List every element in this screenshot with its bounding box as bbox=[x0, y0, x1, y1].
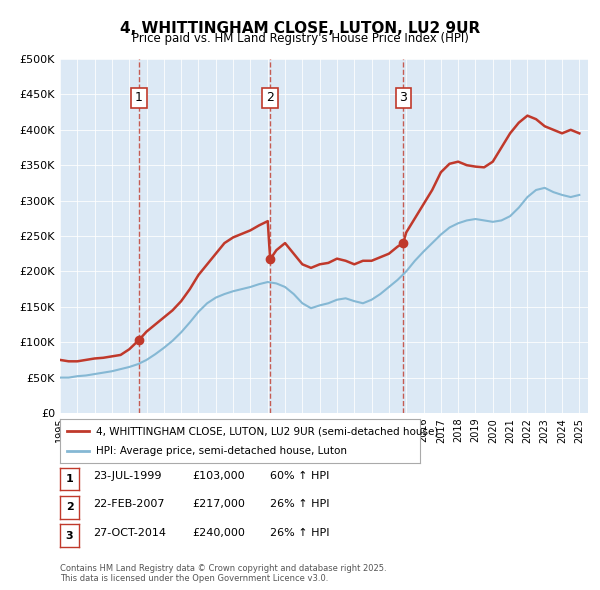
Text: £217,000: £217,000 bbox=[192, 500, 245, 509]
Text: 4, WHITTINGHAM CLOSE, LUTON, LU2 9UR: 4, WHITTINGHAM CLOSE, LUTON, LU2 9UR bbox=[120, 21, 480, 35]
Text: 4, WHITTINGHAM CLOSE, LUTON, LU2 9UR (semi-detached house): 4, WHITTINGHAM CLOSE, LUTON, LU2 9UR (se… bbox=[96, 427, 439, 436]
Text: Price paid vs. HM Land Registry's House Price Index (HPI): Price paid vs. HM Land Registry's House … bbox=[131, 32, 469, 45]
Text: 3: 3 bbox=[399, 91, 407, 104]
Text: 26% ↑ HPI: 26% ↑ HPI bbox=[270, 528, 329, 537]
Text: 2: 2 bbox=[66, 502, 73, 512]
Text: 60% ↑ HPI: 60% ↑ HPI bbox=[270, 471, 329, 481]
Text: 23-JUL-1999: 23-JUL-1999 bbox=[93, 471, 161, 481]
Text: 1: 1 bbox=[66, 474, 73, 484]
Text: 3: 3 bbox=[66, 530, 73, 540]
Text: 1: 1 bbox=[135, 91, 143, 104]
Text: HPI: Average price, semi-detached house, Luton: HPI: Average price, semi-detached house,… bbox=[96, 446, 347, 455]
Text: 27-OCT-2014: 27-OCT-2014 bbox=[93, 528, 166, 537]
Text: £103,000: £103,000 bbox=[192, 471, 245, 481]
Text: 26% ↑ HPI: 26% ↑ HPI bbox=[270, 500, 329, 509]
Text: 2: 2 bbox=[266, 91, 274, 104]
Text: Contains HM Land Registry data © Crown copyright and database right 2025.
This d: Contains HM Land Registry data © Crown c… bbox=[60, 563, 386, 583]
Text: 22-FEB-2007: 22-FEB-2007 bbox=[93, 500, 164, 509]
Text: £240,000: £240,000 bbox=[192, 528, 245, 537]
